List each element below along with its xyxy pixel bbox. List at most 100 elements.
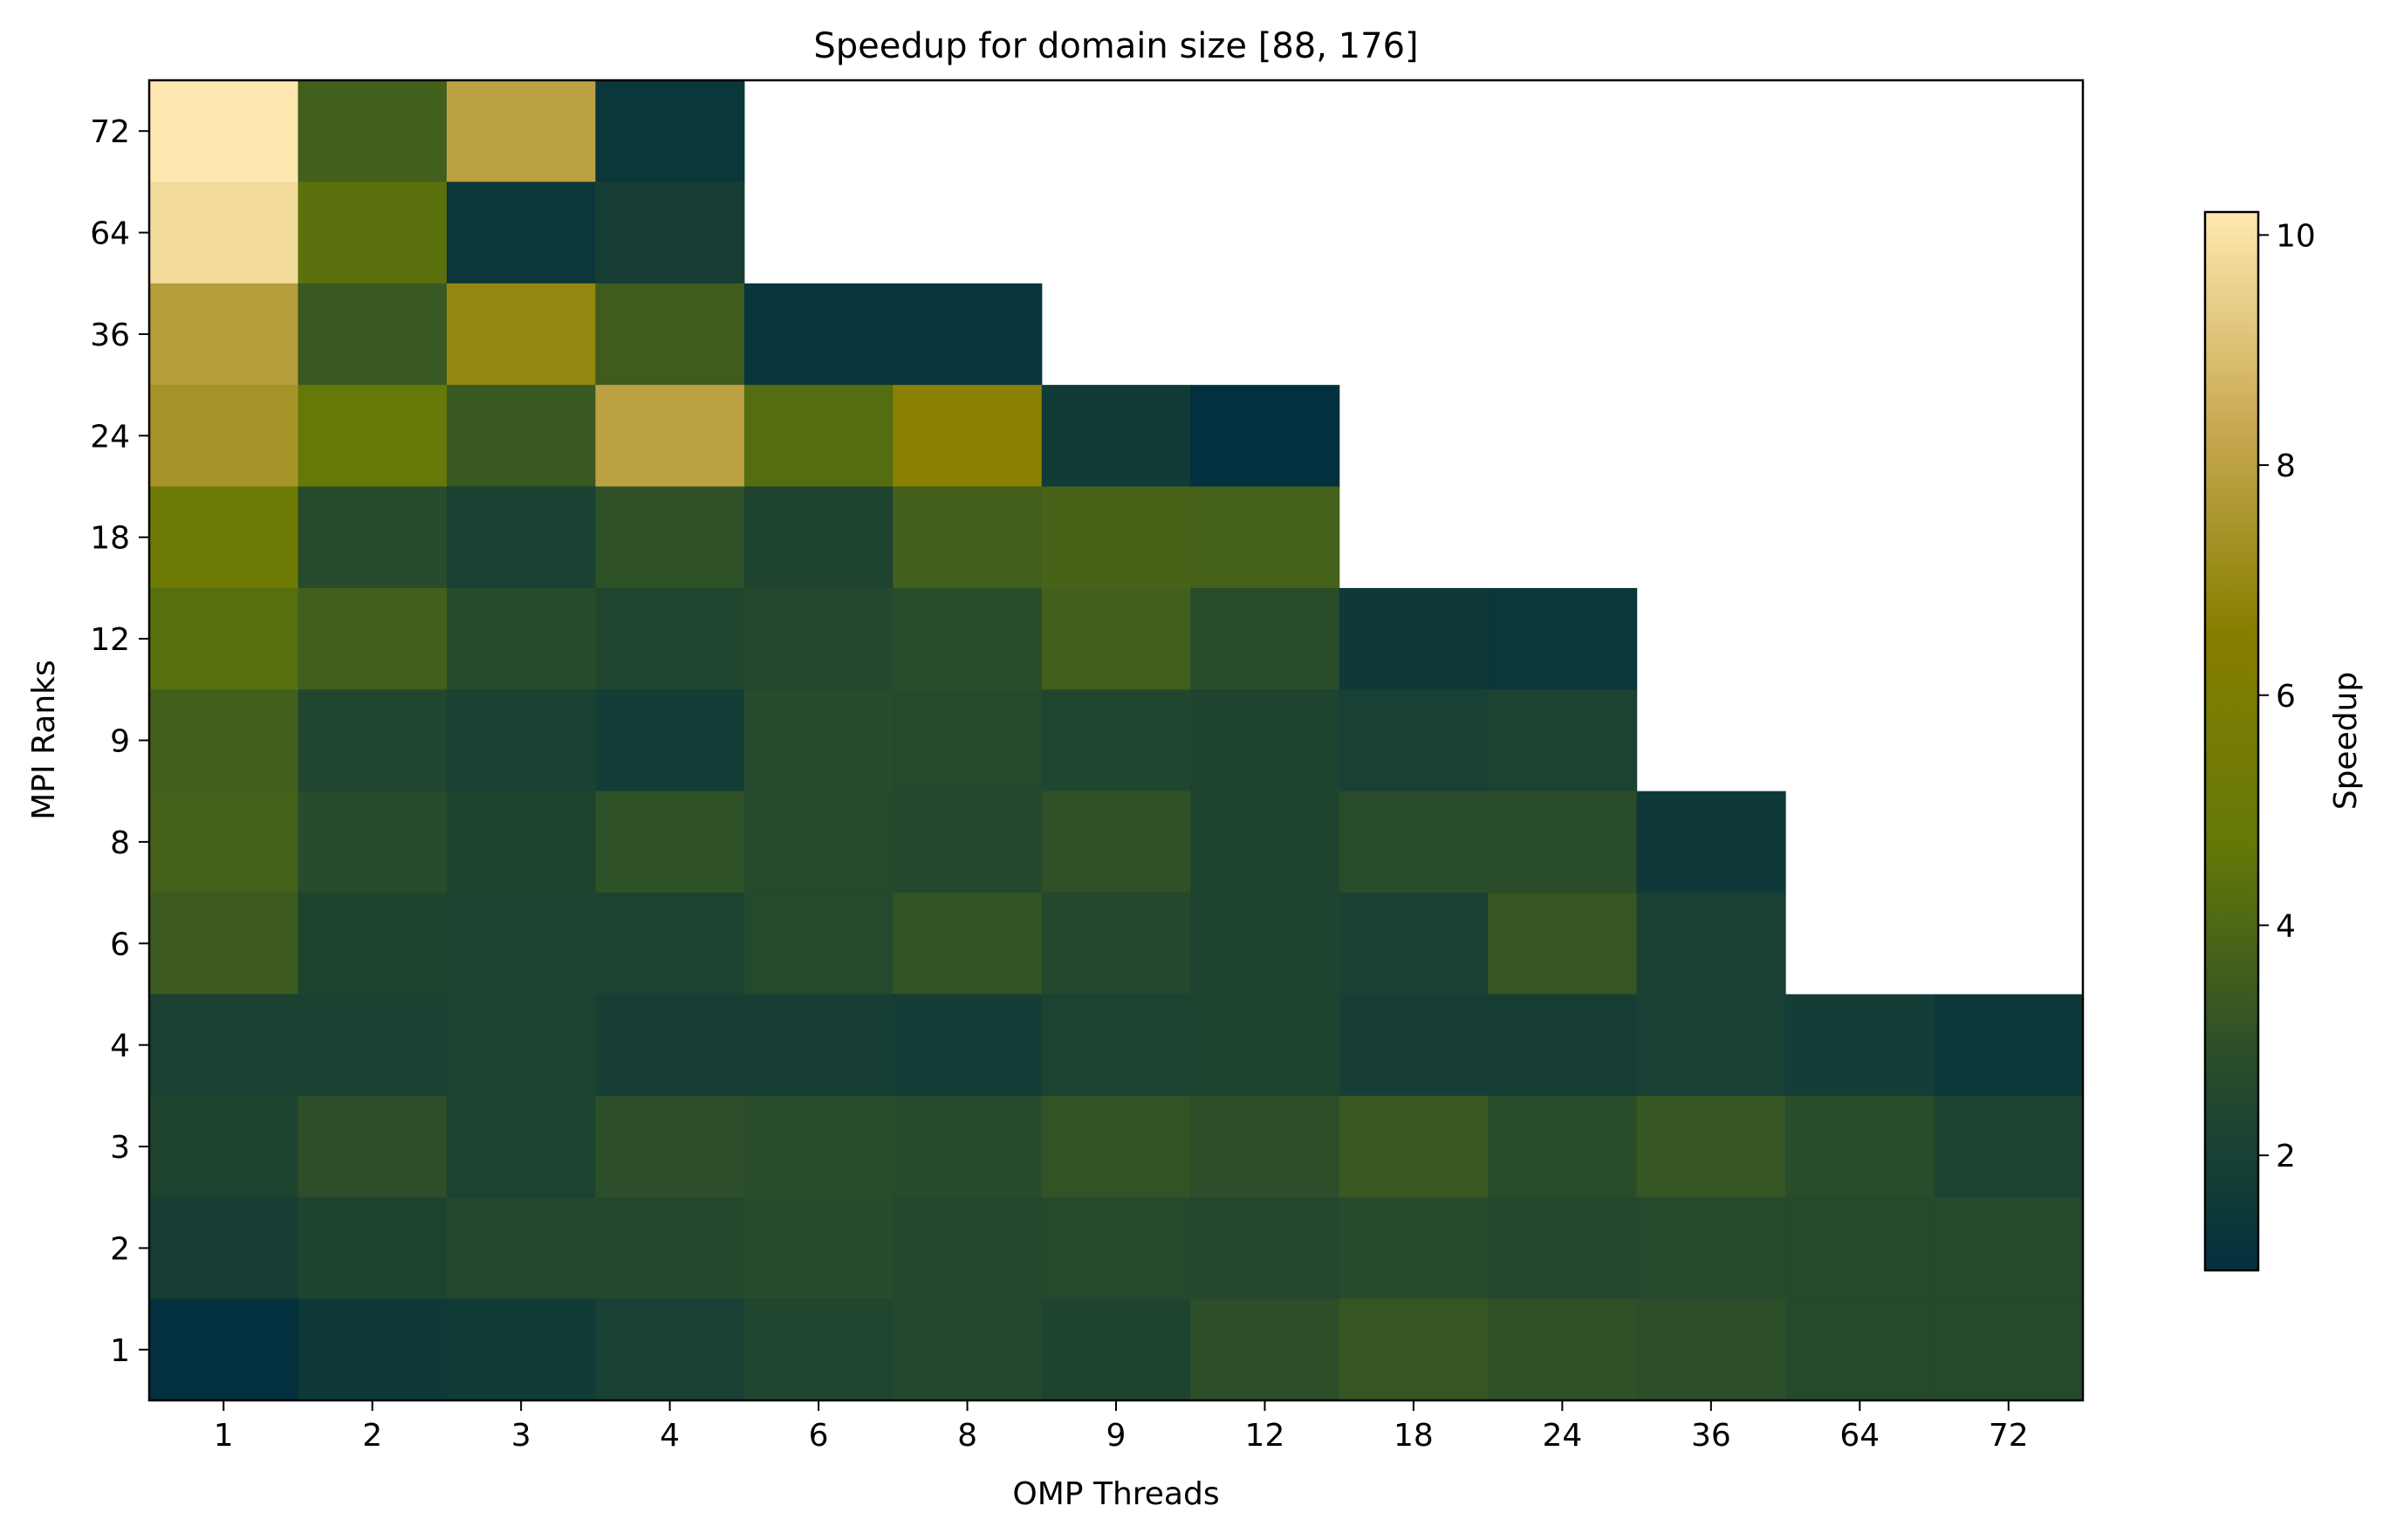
heatmap-cell (149, 80, 299, 182)
y-tick-label: 1 (110, 1333, 130, 1369)
heatmap-cell (446, 80, 596, 182)
heatmap-cell (1190, 587, 1340, 690)
heatmap-cell (595, 385, 745, 488)
heatmap-cell (446, 486, 596, 589)
heatmap-cell (1339, 1197, 1489, 1300)
heatmap-cell (1190, 1298, 1340, 1401)
heatmap-cell (149, 181, 299, 284)
heatmap-cell (1636, 1095, 1786, 1198)
colorbar-tick-label: 6 (2276, 679, 2296, 715)
heatmap-cell (893, 893, 1043, 996)
heatmap-cell (595, 1095, 745, 1198)
heatmap-cell (1041, 1197, 1191, 1300)
heatmap-cell (446, 587, 596, 690)
heatmap-cell (1041, 689, 1191, 792)
heatmap-cell (149, 283, 299, 386)
heatmap-cell (446, 1298, 596, 1401)
heatmap-cell (1636, 1298, 1786, 1401)
x-tick-label: 12 (1245, 1418, 1285, 1454)
heatmap-cell (298, 80, 448, 182)
heatmap-cell (1041, 486, 1191, 589)
y-tick-label: 12 (90, 622, 130, 658)
heatmap-cell (893, 587, 1043, 690)
y-tick-label: 36 (90, 318, 130, 353)
x-tick-label: 6 (809, 1418, 829, 1454)
heatmap-cell (1934, 994, 2084, 1097)
heatmap-cell (149, 791, 299, 893)
colorbar (2203, 210, 2260, 1272)
x-tick-label: 9 (1106, 1418, 1127, 1454)
heatmap-cell (893, 689, 1043, 792)
heatmap-cell (743, 385, 894, 488)
heatmap-cell (595, 1197, 745, 1300)
colorbar-tick-label: 8 (2276, 448, 2296, 484)
heatmap-cell (743, 1095, 894, 1198)
y-axis-label: MPI Ranks (26, 660, 62, 820)
heatmap-cell (298, 1197, 448, 1300)
heatmap-cell (595, 283, 745, 386)
heatmap-cell (298, 1095, 448, 1198)
heatmap-cell (1041, 587, 1191, 690)
heatmap-cell (743, 587, 894, 690)
heatmap-cell (1636, 893, 1786, 996)
heatmap-cell (1488, 791, 1638, 893)
heatmap-cell (595, 80, 745, 182)
heatmap-cell (149, 1197, 299, 1300)
heatmap-cell (1488, 994, 1638, 1097)
heatmap-cell (1190, 689, 1340, 792)
heatmap-cell (893, 486, 1043, 589)
x-tick-label: 72 (1989, 1418, 2029, 1454)
y-tick-label: 8 (110, 825, 130, 861)
heatmap-cells (149, 80, 2084, 1401)
heatmap-cell (149, 1298, 299, 1401)
heatmap-cell (149, 1095, 299, 1198)
x-tick-label: 1 (214, 1418, 234, 1454)
heatmap-cell (595, 994, 745, 1097)
heatmap-cell (149, 994, 299, 1097)
colorbar-label: Speedup (2328, 672, 2364, 811)
heatmap-cell (595, 791, 745, 893)
heatmap-cell (1934, 1197, 2084, 1300)
x-tick-label: 18 (1394, 1418, 1434, 1454)
heatmap-cell (446, 181, 596, 284)
heatmap-cell (446, 791, 596, 893)
heatmap-cell (1934, 1298, 2084, 1401)
heatmap-cell (149, 689, 299, 792)
heatmap-cell (595, 587, 745, 690)
chart-title: Speedup for domain size [88, 176] (813, 26, 1418, 66)
heatmap-cell (743, 1298, 894, 1401)
heatmap-cell (149, 486, 299, 589)
heatmap-cell (1041, 1095, 1191, 1198)
plot-frame (147, 79, 2085, 1402)
colorbar-ticks: 2 4 6 8 10 (2258, 218, 2316, 1174)
heatmap-cell (893, 1095, 1043, 1198)
heatmap-cell (1190, 994, 1340, 1097)
heatmap-cell (1636, 791, 1786, 893)
heatmap-cell (1934, 1095, 2084, 1198)
heatmap-cell (1190, 791, 1340, 893)
heatmap-cell (743, 994, 894, 1097)
heatmap-cell (1339, 994, 1489, 1097)
heatmap-cell (298, 1298, 448, 1401)
colorbar-tick-label: 10 (2276, 218, 2316, 254)
x-tick-label: 4 (660, 1418, 680, 1454)
y-tick-label: 72 (90, 114, 130, 150)
heatmap-cell (446, 994, 596, 1097)
y-tick-label: 18 (90, 521, 130, 557)
heatmap-cell (1785, 994, 1935, 1097)
heatmap-cell (446, 689, 596, 792)
heatmap-cell (893, 994, 1043, 1097)
x-tick-label: 3 (511, 1418, 531, 1454)
heatmap-cell (1190, 385, 1340, 488)
heatmap-cell (298, 181, 448, 284)
x-axis-label: OMP Threads (1012, 1476, 1219, 1512)
x-tick-label: 64 (1839, 1418, 1880, 1454)
x-tick-label: 36 (1691, 1418, 1731, 1454)
heatmap-cell (1488, 1298, 1638, 1401)
heatmap-cell (1190, 893, 1340, 996)
heatmap-cell (1339, 587, 1489, 690)
heatmap-cell (1636, 994, 1786, 1097)
heatmap-cell (1488, 689, 1638, 792)
heatmap-cell (298, 486, 448, 589)
